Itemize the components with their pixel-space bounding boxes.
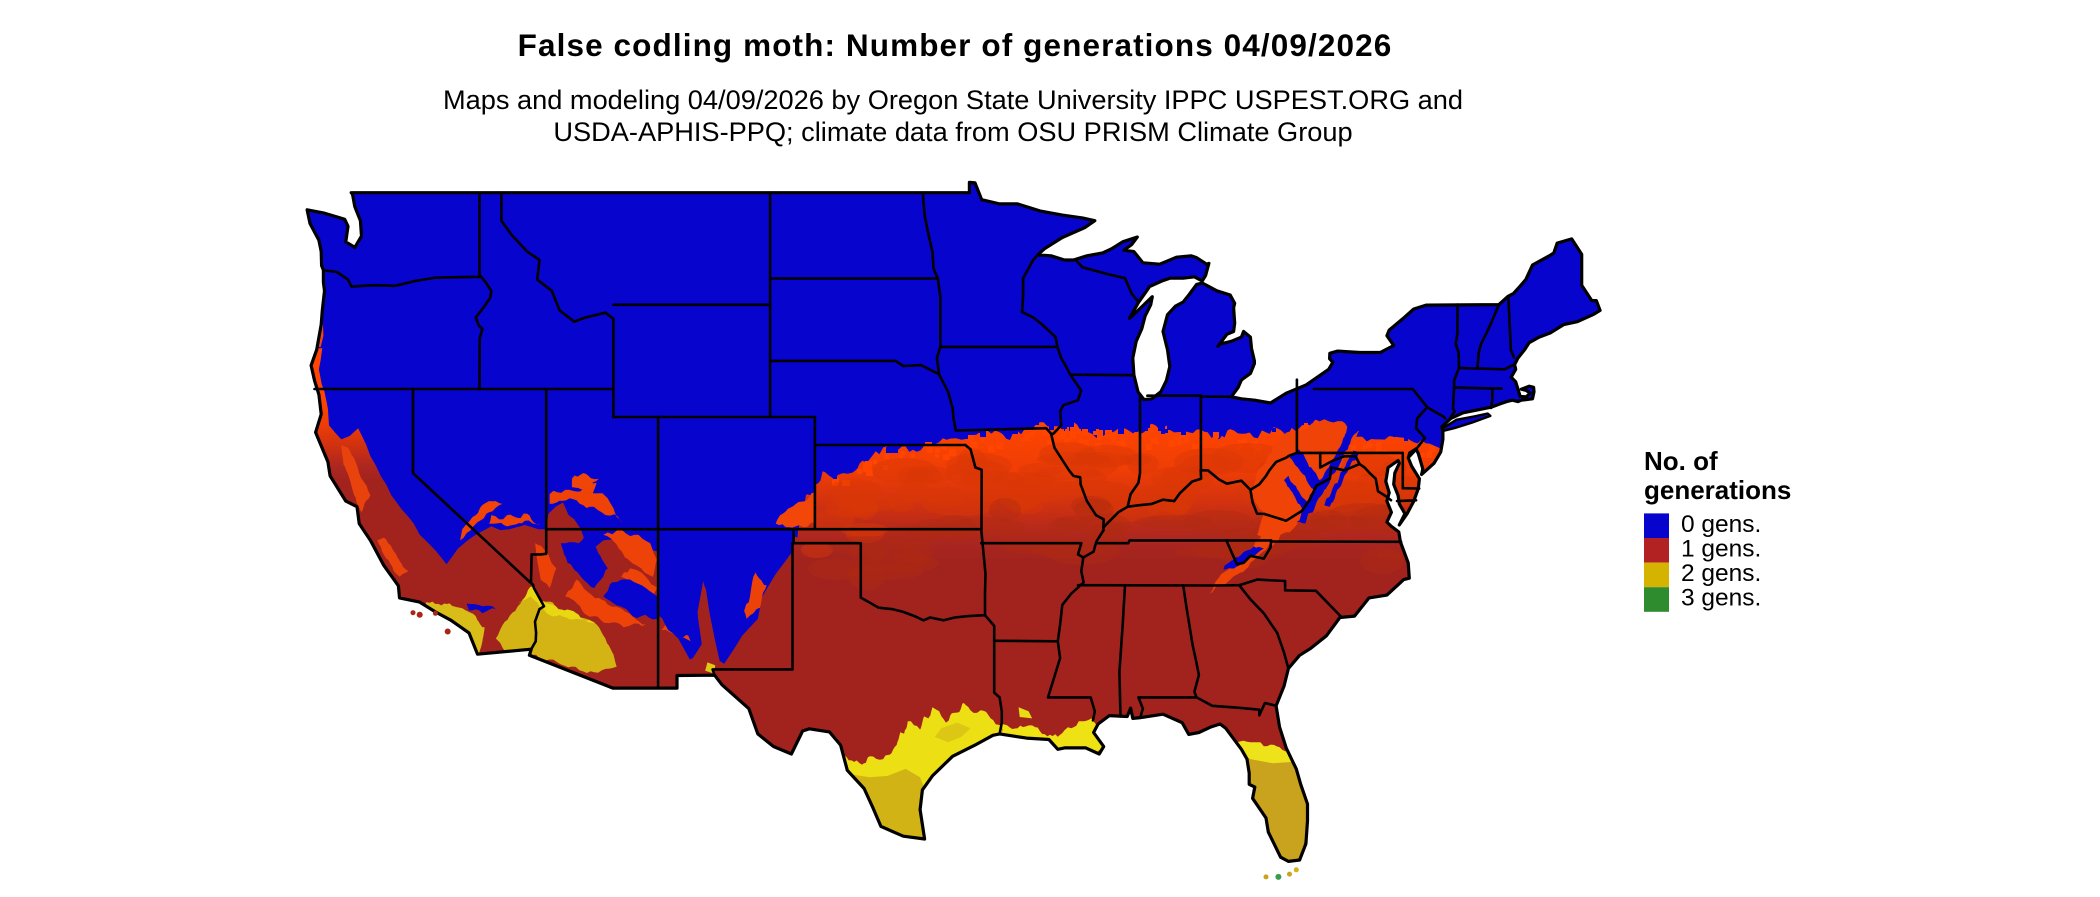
svg-text:Maps and modeling 04/09/2026 b: Maps and modeling 04/09/2026 by Oregon S… — [443, 84, 1463, 115]
svg-text:generations: generations — [1644, 475, 1791, 505]
svg-text:No. of: No. of — [1644, 446, 1718, 476]
svg-text:0 gens.: 0 gens. — [1681, 511, 1761, 538]
svg-text:1 gens.: 1 gens. — [1681, 536, 1761, 563]
svg-text:False codling moth: Number of: False codling moth: Number of generation… — [518, 27, 1393, 63]
svg-text:2 gens.: 2 gens. — [1681, 560, 1761, 587]
svg-text:3 gens.: 3 gens. — [1681, 585, 1761, 612]
svg-text:USDA-APHIS-PPQ; climate data f: USDA-APHIS-PPQ; climate data from OSU PR… — [553, 116, 1352, 147]
